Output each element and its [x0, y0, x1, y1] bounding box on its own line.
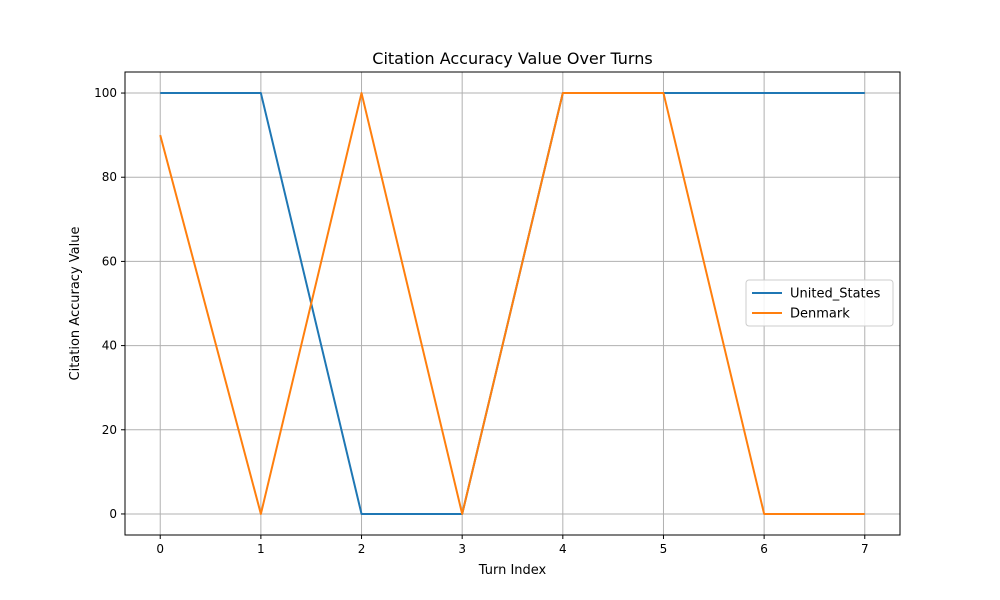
y-tick-label: 20	[102, 423, 117, 437]
y-tick-label: 100	[94, 86, 117, 100]
x-tick-label: 4	[559, 542, 567, 556]
x-axis: 0 1 2 3 4 5 6 7	[156, 535, 869, 556]
x-tick-label: 1	[257, 542, 265, 556]
x-tick-label: 7	[861, 542, 869, 556]
y-tick-label: 0	[109, 507, 117, 521]
x-tick-label: 2	[358, 542, 366, 556]
series-line-denmark	[159, 92, 865, 515]
x-tick-label: 6	[760, 542, 768, 556]
y-tick-label: 40	[102, 339, 117, 353]
y-axis-label: Citation Accuracy Value	[68, 227, 83, 381]
x-axis-label: Turn Index	[478, 563, 547, 578]
chart-title: Citation Accuracy Value Over Turns	[372, 49, 652, 68]
x-tick-label: 3	[458, 542, 466, 556]
legend-label-denmark: Denmark	[790, 307, 850, 322]
series-layer	[159, 92, 865, 515]
legend-label-united-states: United_States	[790, 287, 881, 302]
y-tick-label: 80	[102, 170, 117, 184]
grid	[125, 72, 900, 535]
y-tick-label: 60	[102, 254, 117, 268]
plot-frame	[124, 71, 901, 536]
legend: United_States Denmark	[745, 279, 894, 327]
legend-box	[745, 279, 894, 327]
x-tick-label: 0	[156, 542, 164, 556]
y-axis: 0 20 40 60 80 100	[94, 86, 125, 521]
x-tick-label: 5	[660, 542, 668, 556]
